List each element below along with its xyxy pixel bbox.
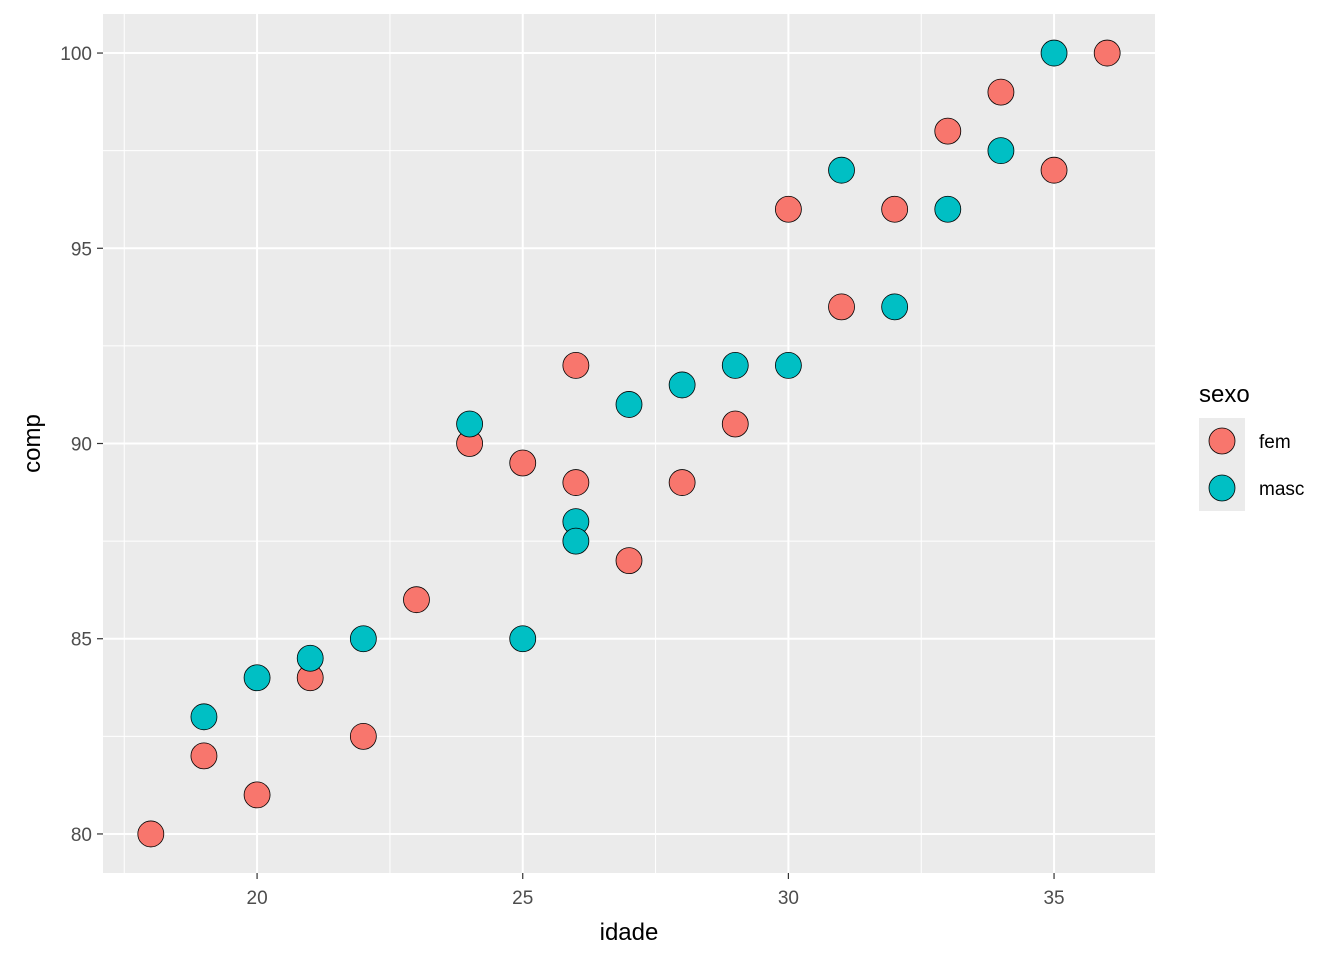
legend-label-fem: fem xyxy=(1259,432,1291,453)
data-point-fem xyxy=(987,78,1015,106)
y-tick-label: 80 xyxy=(71,825,92,846)
x-tick-label: 30 xyxy=(778,888,799,909)
data-point-masc xyxy=(1040,39,1068,67)
x-tick-label: 25 xyxy=(512,888,533,909)
data-point-fem xyxy=(243,781,271,809)
data-point-fem xyxy=(828,293,855,321)
legend: sexo fem masc xyxy=(1199,381,1304,511)
major-gridlines xyxy=(103,14,1155,873)
data-point-fem xyxy=(562,352,590,379)
axis-ticks xyxy=(97,52,1055,879)
data-point-fem xyxy=(509,449,537,477)
data-point-fem xyxy=(403,586,430,614)
data-point-masc xyxy=(243,664,271,692)
legend-key-fem xyxy=(1208,427,1236,455)
x-tick-label: 20 xyxy=(247,888,268,909)
data-point-masc xyxy=(828,156,855,184)
y-tick-label: 85 xyxy=(71,630,92,651)
data-point-masc xyxy=(509,625,537,653)
data-point-fem xyxy=(721,410,749,438)
x-tick-label: 35 xyxy=(1043,888,1064,909)
data-point-masc xyxy=(721,352,749,379)
y-axis-title: comp xyxy=(19,414,46,473)
data-points xyxy=(137,39,1121,848)
data-point-masc xyxy=(987,137,1015,165)
y-tick-label: 95 xyxy=(71,239,92,260)
legend-label-masc: masc xyxy=(1259,479,1304,500)
data-point-masc xyxy=(562,527,590,555)
data-point-masc xyxy=(934,195,962,223)
legend-key-masc xyxy=(1208,474,1236,502)
data-point-masc xyxy=(615,391,643,418)
x-axis-title: idade xyxy=(600,919,659,946)
data-point-fem xyxy=(881,195,909,223)
data-point-masc xyxy=(190,703,218,731)
legend-items: fem masc xyxy=(1208,427,1304,502)
data-point-masc xyxy=(349,625,377,653)
legend-title: sexo xyxy=(1199,381,1250,408)
y-tick-label: 90 xyxy=(71,435,92,456)
axis-tick-labels: 20 25 30 35 80 85 90 95 100 xyxy=(60,44,1064,909)
data-point-masc xyxy=(881,293,909,321)
data-point-fem xyxy=(615,547,643,575)
data-point-fem xyxy=(668,469,696,496)
data-point-fem xyxy=(1093,39,1121,67)
data-point-fem xyxy=(190,742,218,770)
data-point-masc xyxy=(668,371,696,399)
data-point-masc xyxy=(456,410,484,438)
data-point-fem xyxy=(934,117,962,145)
y-tick-label: 100 xyxy=(60,44,92,65)
data-point-masc xyxy=(774,352,802,379)
data-point-fem xyxy=(137,820,165,848)
data-point-fem xyxy=(562,469,590,496)
data-point-fem xyxy=(349,722,377,750)
data-point-fem xyxy=(1040,156,1068,184)
data-point-fem xyxy=(774,195,802,223)
data-point-masc xyxy=(296,644,324,672)
